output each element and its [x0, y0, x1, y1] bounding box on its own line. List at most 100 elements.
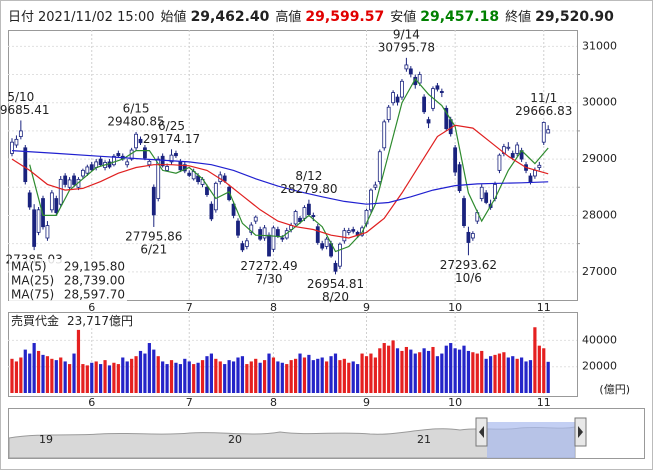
candle-body [36, 209, 41, 233]
volume-bar [294, 358, 298, 393]
candle-body [342, 230, 347, 242]
volume-bar [218, 361, 222, 393]
volume-bar [426, 350, 431, 393]
candle-body [138, 138, 143, 144]
volume-bar [23, 349, 27, 393]
volume-current-label: 23,717億円 [67, 314, 133, 328]
volume-bar [307, 354, 311, 393]
volume-bar [138, 350, 143, 393]
volume-bar [143, 353, 147, 393]
volume-title: 売買代金 23,717億円 [11, 313, 133, 328]
candle-body [293, 211, 298, 225]
volume-bar [240, 356, 245, 393]
header-label: 安値 [390, 9, 416, 25]
volume-bar [209, 353, 214, 393]
header-value: 29,457.18 [420, 9, 499, 25]
volume-bar [457, 349, 462, 393]
volume-bar [395, 348, 400, 393]
volume-bar [462, 345, 466, 393]
candle-body [382, 121, 387, 149]
candle-body [404, 64, 409, 70]
volume-bar [130, 358, 134, 393]
annotation-date: 5/10 [7, 90, 34, 104]
candle-body [466, 231, 471, 243]
candle-body [14, 138, 19, 146]
annotation-date: 6/21 [140, 242, 167, 256]
candle-body [386, 106, 391, 121]
volume-bar [45, 356, 50, 393]
volume-bar [537, 345, 541, 393]
annotation-price: 28279.80 [280, 182, 337, 196]
handle-arrow [578, 426, 583, 438]
header: 日付 2021/11/02 15:00 始値 29,462.40 高値 29,599.57… [8, 9, 614, 26]
candle-body [391, 92, 395, 104]
volume-bar [444, 345, 448, 393]
volume-title: 売買代金 [11, 313, 59, 328]
volume-bar [99, 364, 103, 393]
volume-bar [50, 358, 54, 393]
legend-name: MA(25) [11, 274, 54, 288]
volume-bar [107, 365, 112, 393]
candle-body [515, 144, 520, 154]
volume-bar [356, 364, 360, 393]
candle-body [528, 175, 533, 183]
candle-body [205, 186, 209, 195]
x-tick-label: 6 [88, 396, 95, 409]
x-tick-label: 6 [88, 301, 95, 314]
volume-bar [67, 364, 72, 393]
volume-bar [14, 361, 19, 393]
volume-bar [484, 358, 488, 393]
volume-bar [187, 361, 191, 393]
annotation-date: 10/6 [455, 271, 482, 285]
x-tick-label: 9 [363, 301, 370, 314]
candle-body [408, 68, 413, 75]
volume-bar [254, 358, 258, 393]
volume-bar [205, 356, 209, 393]
candle-body [484, 192, 489, 203]
volume-bar [262, 360, 267, 393]
candle-body [546, 129, 551, 134]
volume-bar [196, 362, 200, 393]
candle-body [324, 238, 329, 247]
header-value: 29,462.40 [191, 9, 270, 25]
volume-unit: (億円) [599, 383, 630, 396]
y-tick-label: 27000 [582, 265, 617, 278]
candle-body [174, 153, 178, 157]
candle-body [72, 175, 76, 185]
candle-body [240, 243, 245, 251]
y-tick-label: 28000 [582, 208, 617, 221]
volume-bar [271, 357, 276, 393]
candle-body [165, 166, 169, 171]
volume-bar [285, 364, 289, 393]
candle-body [338, 243, 342, 267]
candle-body [227, 186, 232, 201]
volume-bar [156, 356, 160, 393]
volume-bar [231, 361, 236, 393]
navigator-window[interactable] [487, 422, 575, 458]
volume-bar [147, 343, 151, 393]
volume-bar [533, 327, 537, 393]
annotation-price: 29685.41 [0, 103, 49, 117]
volume-bar [161, 361, 165, 393]
navigator-label: 21 [417, 433, 431, 446]
volume-bar [435, 356, 440, 393]
annotation-date: 11/1 [530, 91, 557, 105]
y-tick-label: 30000 [582, 96, 617, 109]
volume-bar [94, 361, 98, 393]
volume-bar [121, 357, 125, 393]
candle-body [470, 233, 475, 239]
x-tick-label: 10 [448, 301, 462, 314]
annotation-price: 29174.17 [143, 132, 200, 146]
volume-bar [329, 356, 333, 393]
volume-bar [480, 350, 484, 393]
volume-bar [54, 360, 58, 393]
volume-bar [258, 362, 262, 393]
volume-bar [81, 364, 85, 393]
x-tick-label: 7 [186, 301, 193, 314]
candle-body [41, 198, 45, 228]
candle-body [58, 178, 63, 205]
candle-body [134, 133, 138, 149]
volume-bar [227, 360, 231, 393]
x-tick-label: 9 [363, 396, 370, 409]
volume-bar [466, 350, 471, 393]
